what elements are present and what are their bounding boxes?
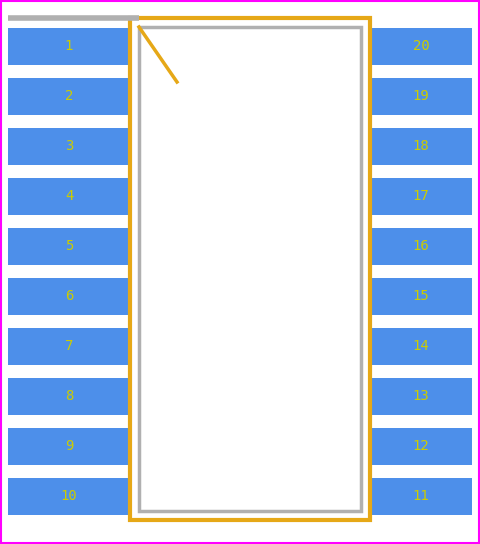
Text: 6: 6 bbox=[65, 289, 73, 304]
Bar bbox=[370, 228, 472, 265]
Bar bbox=[8, 378, 130, 415]
Text: 17: 17 bbox=[413, 189, 430, 203]
Text: 15: 15 bbox=[413, 289, 430, 304]
Bar bbox=[370, 328, 472, 365]
Bar bbox=[8, 78, 130, 115]
Text: 10: 10 bbox=[60, 490, 77, 504]
Text: 4: 4 bbox=[65, 189, 73, 203]
Bar bbox=[370, 128, 472, 165]
Bar bbox=[130, 18, 370, 520]
Bar bbox=[139, 27, 361, 511]
Bar bbox=[370, 28, 472, 65]
Bar bbox=[370, 478, 472, 515]
Bar bbox=[8, 128, 130, 165]
Bar bbox=[8, 328, 130, 365]
Bar bbox=[8, 178, 130, 215]
Bar bbox=[370, 78, 472, 115]
Text: 1: 1 bbox=[65, 40, 73, 53]
Text: 19: 19 bbox=[413, 90, 430, 103]
Text: 7: 7 bbox=[65, 339, 73, 354]
Text: 8: 8 bbox=[65, 390, 73, 404]
Text: 11: 11 bbox=[413, 490, 430, 504]
Text: 12: 12 bbox=[413, 440, 430, 454]
Bar bbox=[8, 228, 130, 265]
Text: 18: 18 bbox=[413, 139, 430, 153]
Bar bbox=[370, 278, 472, 315]
Bar bbox=[370, 178, 472, 215]
Text: 9: 9 bbox=[65, 440, 73, 454]
Text: 2: 2 bbox=[65, 90, 73, 103]
Text: 16: 16 bbox=[413, 239, 430, 254]
Text: 3: 3 bbox=[65, 139, 73, 153]
Text: 14: 14 bbox=[413, 339, 430, 354]
Bar bbox=[8, 278, 130, 315]
Bar bbox=[8, 428, 130, 465]
Text: 13: 13 bbox=[413, 390, 430, 404]
Bar bbox=[8, 478, 130, 515]
Bar bbox=[8, 28, 130, 65]
Text: 5: 5 bbox=[65, 239, 73, 254]
Bar bbox=[370, 428, 472, 465]
Bar bbox=[370, 378, 472, 415]
Text: 20: 20 bbox=[413, 40, 430, 53]
